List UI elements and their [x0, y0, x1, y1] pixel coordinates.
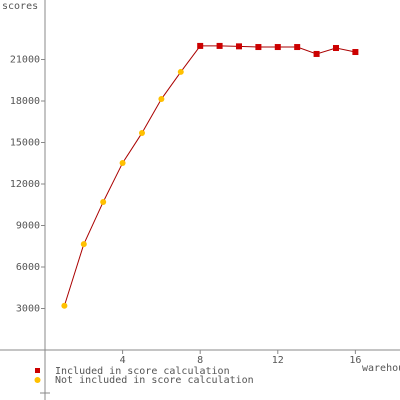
point	[313, 50, 320, 57]
point	[100, 198, 107, 205]
point	[332, 45, 339, 52]
x-axis-label: warehouses	[362, 363, 400, 374]
y-tick-label: 6000	[16, 262, 40, 273]
y-tick-label: 3000	[16, 303, 40, 314]
point	[294, 44, 301, 51]
x-tick-label: 8	[197, 355, 203, 366]
y-tick-label: 15000	[10, 137, 40, 148]
y-tick-label: 21000	[10, 54, 40, 65]
point	[80, 241, 87, 248]
y-axis-label: scores	[2, 1, 38, 12]
point	[235, 43, 242, 50]
point	[216, 42, 223, 49]
point	[119, 159, 126, 166]
y-tick-label: 12000	[10, 179, 40, 190]
point	[197, 42, 204, 49]
series-join	[180, 45, 201, 73]
x-tick-label: 16	[349, 355, 361, 366]
point	[158, 96, 165, 103]
point	[255, 44, 262, 51]
legend-label: Not included in score calculation	[55, 375, 254, 386]
point	[352, 49, 359, 56]
legend-label: Included in score calculation	[55, 366, 230, 377]
point	[61, 302, 68, 309]
point	[177, 68, 184, 75]
point	[274, 44, 281, 51]
x-tick-label: 4	[120, 355, 126, 366]
x-tick-label: 12	[272, 355, 284, 366]
series-line	[63, 71, 182, 306]
point	[138, 129, 145, 136]
y-tick-label: 18000	[10, 96, 40, 107]
y-tick-label: 9000	[16, 220, 40, 231]
legend-marker	[34, 377, 41, 383]
legend-marker	[35, 368, 40, 373]
